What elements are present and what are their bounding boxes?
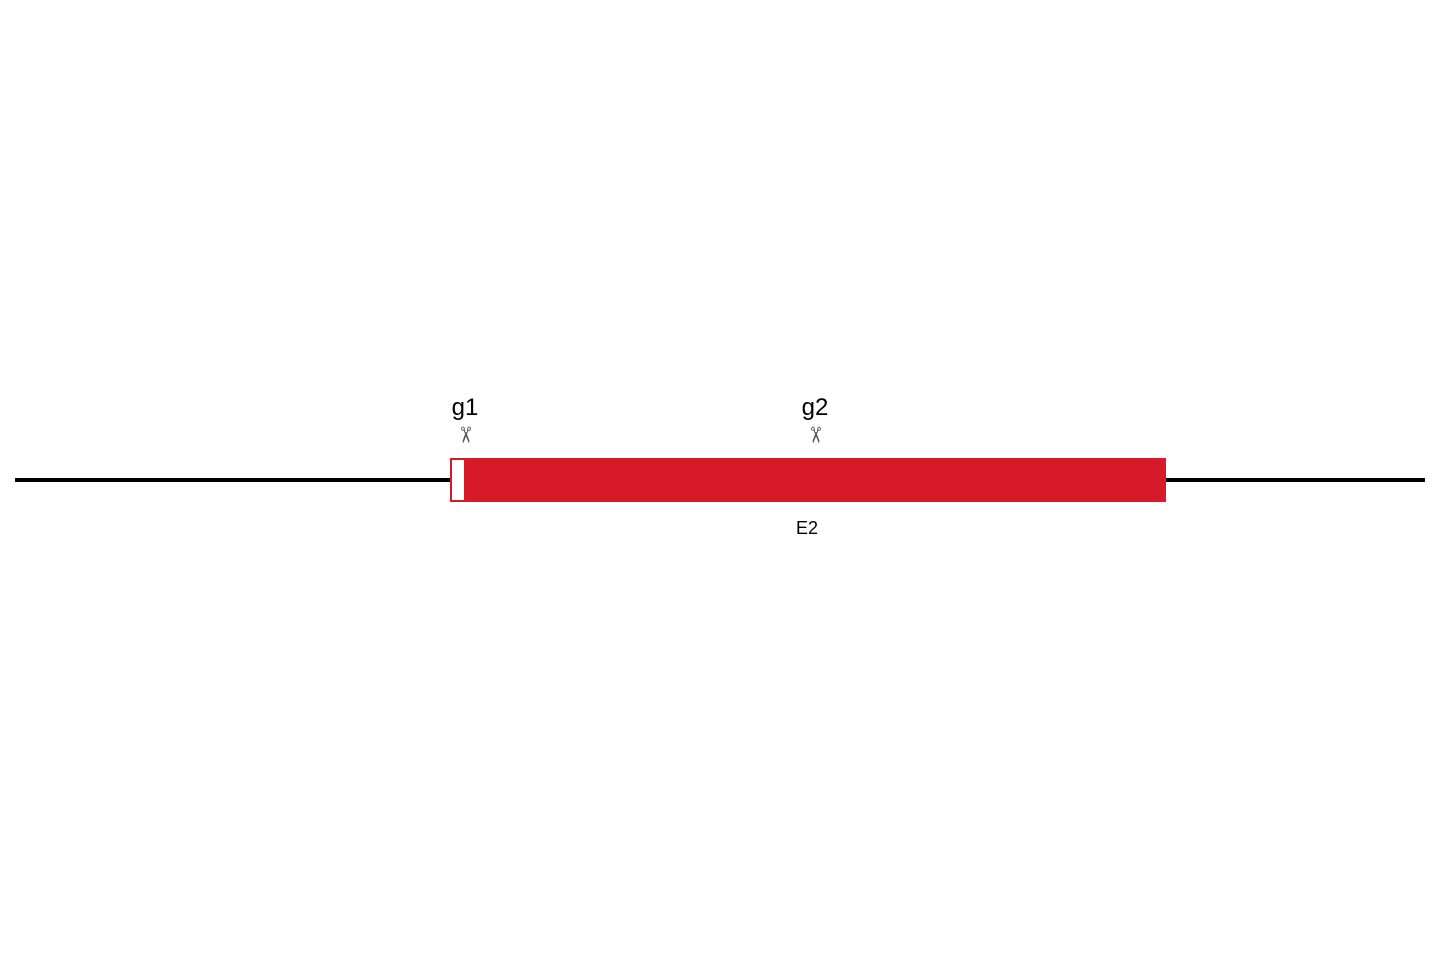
exon-label: E2 bbox=[796, 518, 818, 539]
cut-label-g2: g2 bbox=[802, 396, 829, 420]
cut-site-g2: g2 ✂ bbox=[802, 396, 829, 447]
scissors-icon: ✂ bbox=[454, 426, 476, 444]
gene-diagram: E2 g1 ✂ g2 ✂ bbox=[0, 0, 1440, 960]
cut-site-g1: g1 ✂ bbox=[452, 396, 479, 447]
scissors-icon: ✂ bbox=[804, 426, 826, 444]
exon-utr bbox=[450, 458, 466, 502]
cut-label-g1: g1 bbox=[452, 396, 479, 420]
exon-coding bbox=[466, 458, 1166, 502]
